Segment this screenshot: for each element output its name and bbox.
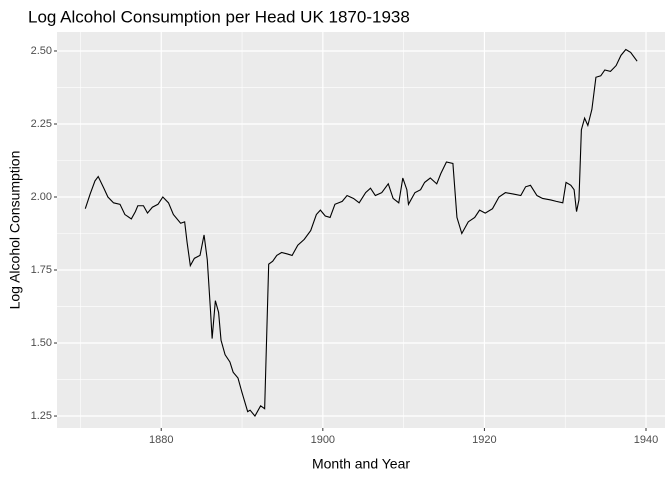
y-tick-label: 1.25 [31, 410, 52, 422]
plot-panel [57, 32, 665, 428]
y-axis-title: Log Alcohol Consumption [7, 151, 23, 310]
x-tick-label: 1900 [311, 434, 335, 446]
chart-title: Log Alcohol Consumption per Head UK 1870… [28, 7, 410, 26]
x-tick-label: 1880 [149, 434, 173, 446]
y-tick-label: 2.25 [31, 118, 52, 130]
data-line [84, 48, 638, 418]
y-tick-label: 2.50 [31, 45, 52, 57]
x-tick-label: 1940 [634, 434, 658, 446]
x-axis-title: Month and Year [312, 456, 410, 472]
x-tick-label: 1920 [472, 434, 496, 446]
y-tick-label: 1.50 [31, 337, 52, 349]
y-tick-label: 1.75 [31, 264, 52, 276]
y-tick-label: 2.00 [31, 191, 52, 203]
